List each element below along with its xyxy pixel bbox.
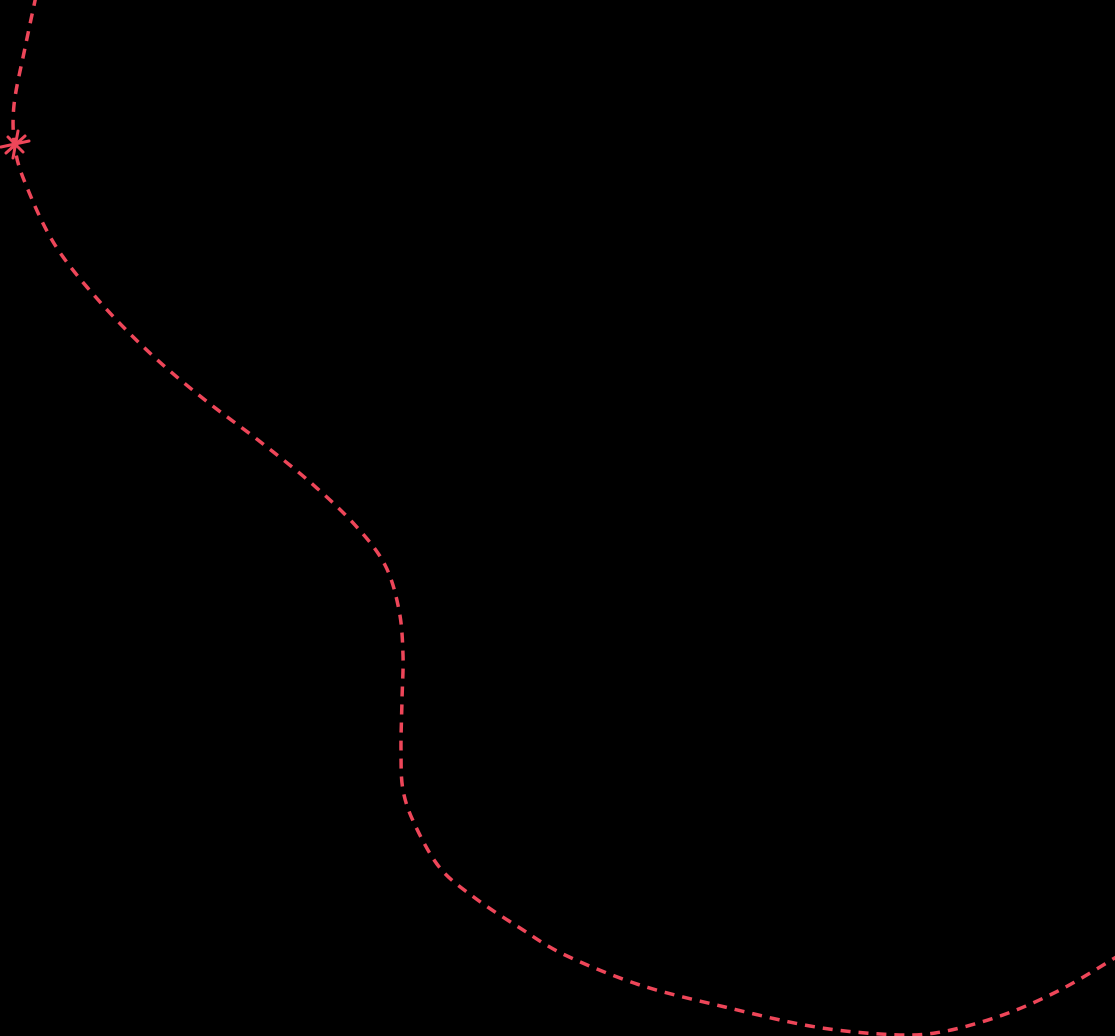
dashed-curve-path xyxy=(11,0,1115,1036)
asterisk-star-icon xyxy=(0,129,31,160)
asterisk-ray xyxy=(6,135,25,154)
